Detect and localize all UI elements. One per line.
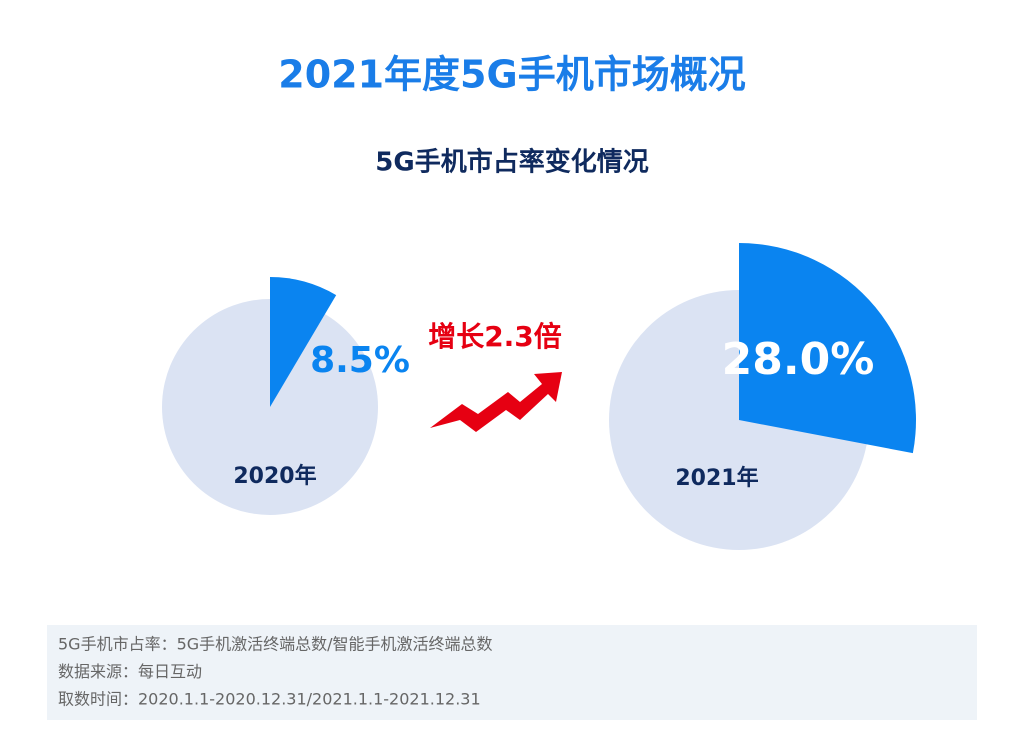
title: 2021年度5G手机市场概况: [278, 53, 745, 97]
category-label: 2020年: [233, 463, 316, 489]
category-label: 2021年: [675, 465, 758, 491]
value-label: 28.0%: [722, 334, 875, 385]
note: 数据来源：每日互动: [58, 662, 202, 681]
growth-arrow: [430, 372, 562, 432]
value-label: 8.5%: [310, 340, 410, 381]
pie-slice: [270, 277, 337, 407]
pie-slice: [739, 243, 917, 454]
notes-box: [47, 625, 977, 720]
note: 5G手机市占率：5G手机激活终端总数/智能手机激活终端总数: [58, 635, 493, 654]
note: 取数时间：2020.1.1-2020.12.31/2021.1.1-2021.1…: [58, 690, 481, 709]
annotation: 增长2.3倍: [428, 320, 562, 353]
subtitle: 5G手机市占率变化情况: [375, 147, 648, 178]
